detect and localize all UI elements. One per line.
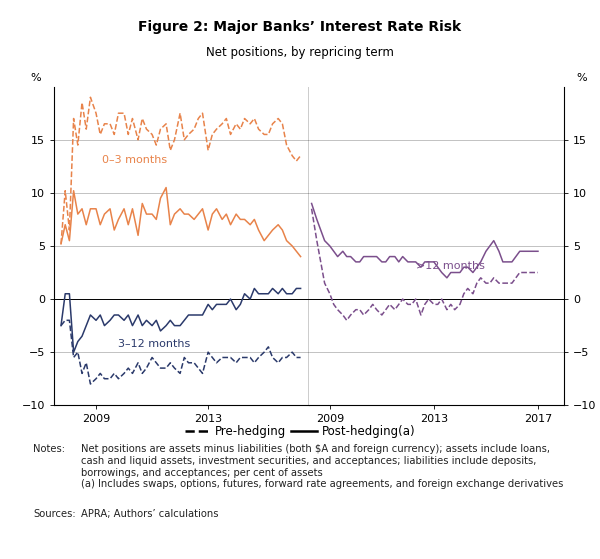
- Text: Net positions, by repricing term: Net positions, by repricing term: [206, 46, 394, 59]
- Text: Figure 2: Major Banks’ Interest Rate Risk: Figure 2: Major Banks’ Interest Rate Ris…: [139, 20, 461, 34]
- Legend: Pre-hedging, Post-hedging(a): Pre-hedging, Post-hedging(a): [180, 421, 420, 443]
- Text: 0–3 months: 0–3 months: [101, 155, 167, 165]
- Text: Sources:: Sources:: [33, 509, 76, 519]
- Text: Net positions are assets minus liabilities (both $A and foreign currency); asset: Net positions are assets minus liabiliti…: [81, 444, 563, 489]
- Text: APRA; Authors’ calculations: APRA; Authors’ calculations: [81, 509, 218, 519]
- Text: >12 months: >12 months: [416, 261, 485, 271]
- Text: 3–12 months: 3–12 months: [118, 339, 191, 349]
- Text: Notes:: Notes:: [33, 444, 65, 454]
- Text: %: %: [577, 73, 587, 83]
- Text: %: %: [31, 73, 41, 83]
